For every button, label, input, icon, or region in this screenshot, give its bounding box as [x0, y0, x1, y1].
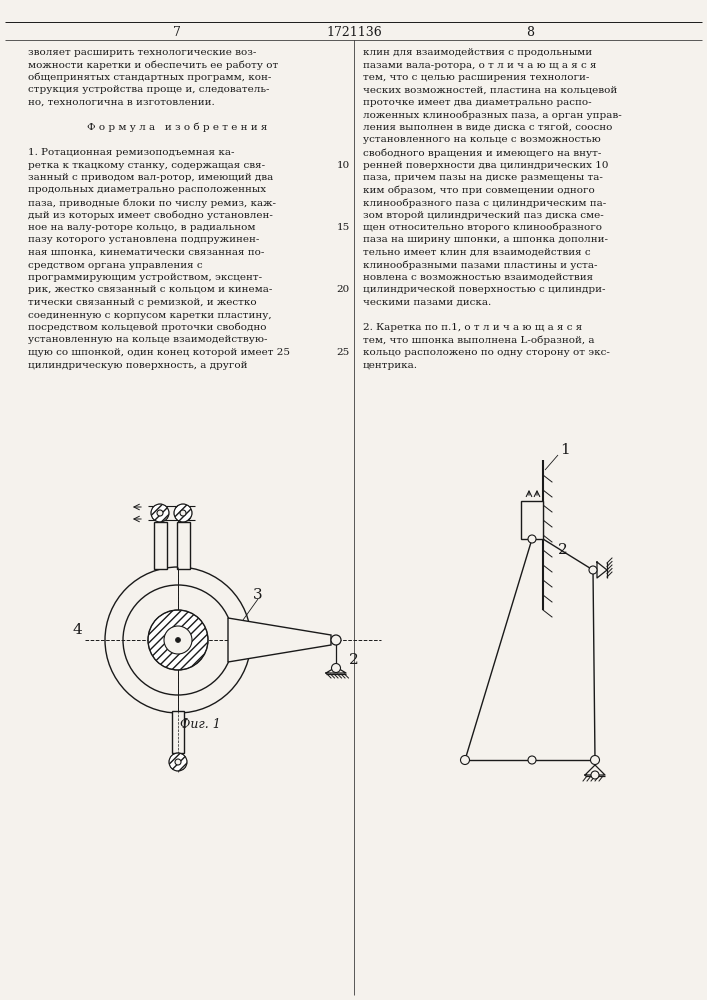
Text: посредством кольцевой проточки свободно: посредством кольцевой проточки свободно [28, 323, 267, 332]
Text: дый из которых имеет свободно установлен-: дый из которых имеет свободно установлен… [28, 211, 273, 220]
Text: пазами вала-ротора, о т л и ч а ю щ а я с я: пазами вала-ротора, о т л и ч а ю щ а я … [363, 60, 597, 70]
Circle shape [175, 759, 181, 765]
Text: новлена с возможностью взаимодействия: новлена с возможностью взаимодействия [363, 273, 593, 282]
Text: общепринятых стандартных программ, кон-: общепринятых стандартных программ, кон- [28, 73, 271, 83]
Text: занный с приводом вал-ротор, имеющий два: занный с приводом вал-ротор, имеющий два [28, 173, 273, 182]
Text: рик, жестко связанный с кольцом и кинема-: рик, жестко связанный с кольцом и кинема… [28, 286, 272, 294]
Circle shape [105, 567, 251, 713]
Text: тем, что с целью расширения технологи-: тем, что с целью расширения технологи- [363, 73, 590, 82]
Circle shape [331, 635, 341, 645]
Text: 1721136: 1721136 [326, 26, 382, 39]
Circle shape [528, 756, 536, 764]
Text: клин для взаимодействия с продольными: клин для взаимодействия с продольными [363, 48, 592, 57]
Text: 10: 10 [337, 160, 350, 169]
Text: ления выполнен в виде диска с тягой, соосно: ления выполнен в виде диска с тягой, соо… [363, 123, 612, 132]
Text: 4: 4 [72, 623, 82, 637]
Text: тем, что шпонка выполнена L-образной, а: тем, что шпонка выполнена L-образной, а [363, 336, 595, 345]
Text: 2: 2 [349, 653, 359, 667]
Text: Фиг. 1: Фиг. 1 [180, 718, 221, 732]
Text: можности каретки и обеспечить ее работу от: можности каретки и обеспечить ее работу … [28, 60, 279, 70]
Text: установленную на кольце взаимодействую-: установленную на кольце взаимодействую- [28, 336, 267, 344]
Text: установленного на кольце с возможностью: установленного на кольце с возможностью [363, 135, 601, 144]
Polygon shape [228, 618, 331, 662]
Text: цилиндрическую поверхность, а другой: цилиндрическую поверхность, а другой [28, 360, 247, 369]
Circle shape [180, 510, 186, 516]
Circle shape [175, 638, 180, 643]
Text: ная шпонка, кинематически связанная по-: ная шпонка, кинематически связанная по- [28, 248, 264, 257]
Text: щую со шпонкой, один конец которой имеет 25: щую со шпонкой, один конец которой имеет… [28, 348, 290, 357]
Circle shape [590, 756, 600, 764]
Circle shape [174, 504, 192, 522]
Text: соединенную с корпусом каретки пластину,: соединенную с корпусом каретки пластину, [28, 310, 271, 320]
Text: центрика.: центрика. [363, 360, 418, 369]
Text: щен относительно второго клинообразного: щен относительно второго клинообразного [363, 223, 602, 232]
Text: проточке имеет два диаметрально распо-: проточке имеет два диаметрально распо- [363, 98, 592, 107]
Circle shape [169, 753, 187, 771]
Text: 15: 15 [337, 223, 350, 232]
Text: ческими пазами диска.: ческими пазами диска. [363, 298, 491, 307]
Text: ретка к ткацкому станку, содержащая свя-: ретка к ткацкому станку, содержащая свя- [28, 160, 265, 169]
Circle shape [151, 504, 169, 522]
Text: программирующим устройством, эксцент-: программирующим устройством, эксцент- [28, 273, 262, 282]
Circle shape [332, 664, 341, 672]
Text: Ф о р м у л а   и з о б р е т е н и я: Ф о р м у л а и з о б р е т е н и я [87, 123, 267, 132]
Polygon shape [597, 562, 607, 578]
Bar [521, 501, 543, 539]
Text: тически связанный с ремизкой, и жестко: тически связанный с ремизкой, и жестко [28, 298, 257, 307]
Text: ложенных клинообразных паза, а орган управ-: ложенных клинообразных паза, а орган упр… [363, 110, 621, 120]
Text: 2. Каретка по п.1, о т л и ч а ю щ а я с я: 2. Каретка по п.1, о т л и ч а ю щ а я с… [363, 323, 583, 332]
Text: 3: 3 [253, 588, 263, 602]
Polygon shape [326, 667, 346, 673]
Text: струкция устройства проще и, следователь-: струкция устройства проще и, следователь… [28, 86, 269, 95]
Text: паза, приводные блоки по числу ремиз, каж-: паза, приводные блоки по числу ремиз, ка… [28, 198, 276, 208]
Text: ческих возможностей, пластина на кольцевой: ческих возможностей, пластина на кольцев… [363, 86, 617, 95]
Circle shape [148, 610, 208, 670]
Text: пазу которого установлена подпружинен-: пазу которого установлена подпружинен- [28, 235, 259, 244]
Circle shape [528, 535, 536, 543]
Text: ренней поверхности два цилиндрических 10: ренней поверхности два цилиндрических 10 [363, 160, 609, 169]
Circle shape [157, 510, 163, 516]
Text: 2: 2 [558, 543, 568, 557]
Bar [172, 711, 184, 753]
Text: 8: 8 [526, 26, 534, 39]
Polygon shape [585, 765, 605, 775]
Text: паза, причем пазы на диске размещены та-: паза, причем пазы на диске размещены та- [363, 173, 603, 182]
Text: 1. Ротационная ремизоподъемная ка-: 1. Ротационная ремизоподъемная ка- [28, 148, 235, 157]
Circle shape [164, 626, 192, 654]
Bar [177, 522, 190, 569]
Text: 1: 1 [560, 443, 570, 457]
Circle shape [589, 566, 597, 574]
Text: кольцо расположено по одну сторону от экс-: кольцо расположено по одну сторону от эк… [363, 348, 610, 357]
Text: паза на ширину шпонки, а шпонка дополни-: паза на ширину шпонки, а шпонка дополни- [363, 235, 608, 244]
Text: клинообразного паза с цилиндрическим па-: клинообразного паза с цилиндрическим па- [363, 198, 606, 208]
Circle shape [460, 756, 469, 764]
Text: клинообразными пазами пластины и уста-: клинообразными пазами пластины и уста- [363, 260, 597, 270]
Text: ким образом, что при совмещении одного: ким образом, что при совмещении одного [363, 186, 595, 195]
Bar [154, 522, 167, 569]
Text: 7: 7 [173, 26, 181, 39]
Text: 20: 20 [337, 286, 350, 294]
Text: цилиндрической поверхностью с цилиндри-: цилиндрической поверхностью с цилиндри- [363, 286, 605, 294]
Text: но, технологична в изготовлении.: но, технологична в изготовлении. [28, 98, 215, 107]
Text: зом второй цилиндрический паз диска сме-: зом второй цилиндрический паз диска сме- [363, 211, 604, 220]
Text: свободного вращения и имеющего на внут-: свободного вращения и имеющего на внут- [363, 148, 602, 157]
Circle shape [591, 771, 599, 779]
Text: тельно имеет клин для взаимодействия с: тельно имеет клин для взаимодействия с [363, 248, 590, 257]
Text: продольных диаметрально расположенных: продольных диаметрально расположенных [28, 186, 266, 194]
Text: зволяет расширить технологические воз-: зволяет расширить технологические воз- [28, 48, 257, 57]
Text: средством органа управления с: средством органа управления с [28, 260, 203, 269]
Circle shape [123, 585, 233, 695]
Text: 25: 25 [337, 348, 350, 357]
Text: ное на валу-роторе кольцо, в радиальном: ное на валу-роторе кольцо, в радиальном [28, 223, 255, 232]
